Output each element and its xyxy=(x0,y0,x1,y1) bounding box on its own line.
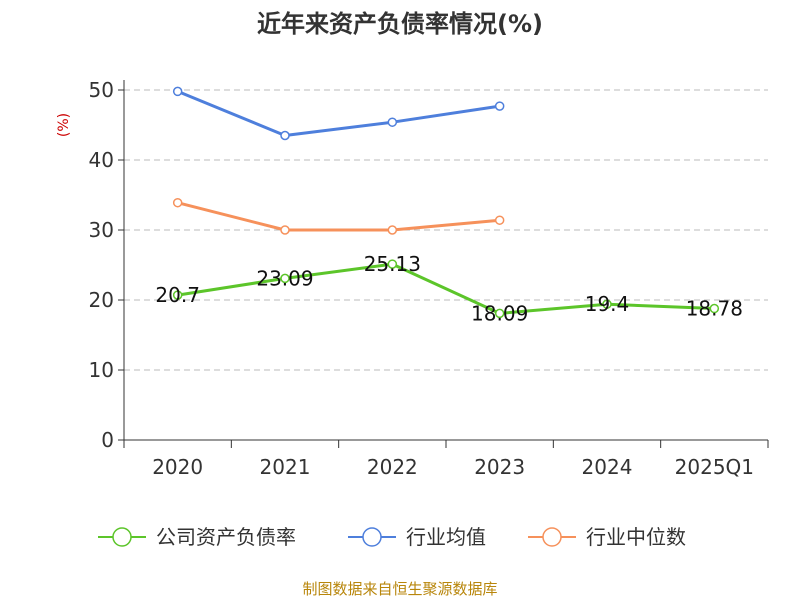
series-line-1 xyxy=(177,262,715,315)
data-point xyxy=(280,273,290,284)
x-tick-label: 2024 xyxy=(582,455,633,479)
x-tick-label: 2025Q1 xyxy=(675,455,754,479)
data-point xyxy=(387,225,398,235)
legend-label: 行业中位数 xyxy=(586,525,686,549)
data-label: 19.4 xyxy=(585,292,630,316)
data-label: 20.7 xyxy=(155,283,200,307)
data-point xyxy=(172,86,183,97)
legend-marker xyxy=(362,527,382,547)
data-label: 25.13 xyxy=(364,252,421,276)
data-point xyxy=(280,130,290,141)
x-tick-label: 2020 xyxy=(152,455,203,479)
chart-title: 近年来资产负债率情况(%) xyxy=(257,10,543,38)
y-axis-label: (%) xyxy=(56,113,72,137)
x-tick-label: 2021 xyxy=(260,455,311,479)
data-point xyxy=(387,259,398,269)
data-point xyxy=(172,197,183,208)
x-tick-label: 2023 xyxy=(474,455,525,479)
data-point xyxy=(494,308,505,319)
x-tick-label: 2022 xyxy=(367,455,418,479)
data-label: 18.78 xyxy=(686,297,743,321)
data-point xyxy=(494,101,505,111)
series-group: 20.7 23.09 25.13 18.09 19.4 18.78 xyxy=(155,86,743,325)
y-tick-label: 10 xyxy=(89,358,114,382)
data-point xyxy=(709,303,720,314)
data-point xyxy=(172,290,183,300)
data-point xyxy=(602,299,612,309)
legend-label: 行业均值 xyxy=(406,525,486,549)
data-point xyxy=(387,117,398,127)
data-label: 18.09 xyxy=(471,301,528,325)
data-point xyxy=(494,215,505,225)
legend-marker xyxy=(542,527,562,547)
y-tick-label: 20 xyxy=(89,288,114,312)
legend-marker xyxy=(112,527,132,547)
legend: 公司资产负债率 行业均值 行业中位数 xyxy=(98,525,686,549)
axes: 0 10 20 30 40 50 2020 2021 2022 2023 2024 2025Q1 xyxy=(89,78,769,479)
data-point xyxy=(280,225,290,235)
source-note: 制图数据来自恒生聚源数据库 xyxy=(302,580,497,598)
y-tick-label: 40 xyxy=(89,148,114,172)
series-line-2 xyxy=(177,90,500,137)
y-tick-label: 30 xyxy=(89,218,114,242)
series-line-3 xyxy=(177,201,500,232)
y-tick-label: 50 xyxy=(89,78,114,102)
y-tick-label: 0 xyxy=(101,428,114,452)
data-label: 23.09 xyxy=(256,266,313,290)
grid-lines xyxy=(124,89,768,371)
legend-label: 公司资产负债率 xyxy=(156,525,296,549)
